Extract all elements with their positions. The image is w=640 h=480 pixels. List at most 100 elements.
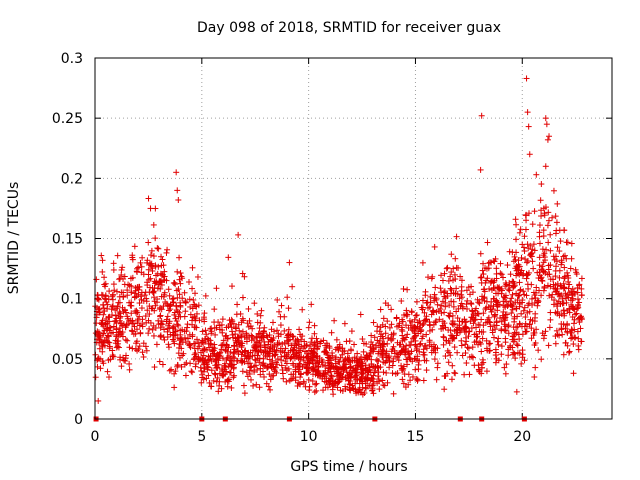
data-point [175, 322, 182, 329]
data-point [341, 357, 348, 364]
data-point [286, 259, 293, 266]
data-point [214, 364, 221, 371]
data-point [552, 213, 559, 220]
data-point [198, 379, 205, 386]
data-point [151, 284, 158, 291]
data-point [578, 275, 585, 282]
data-point [272, 351, 279, 358]
data-point [297, 371, 304, 378]
data-point [493, 265, 500, 272]
data-point [500, 308, 507, 315]
data-point [574, 296, 581, 303]
data-point [99, 257, 106, 264]
data-point [92, 351, 99, 358]
data-point [408, 348, 415, 355]
data-point [281, 313, 288, 320]
data-point [306, 383, 313, 390]
data-point [139, 316, 146, 323]
data-point [143, 259, 150, 266]
data-point [322, 384, 329, 391]
data-point [326, 380, 333, 387]
data-point [323, 349, 330, 356]
data-point [399, 328, 406, 335]
data-point [228, 384, 235, 391]
data-point [129, 328, 136, 335]
data-point [390, 331, 397, 338]
data-point [308, 339, 315, 346]
data-point [271, 346, 278, 353]
data-point [523, 75, 530, 82]
data-point [143, 347, 150, 354]
data-point [467, 318, 474, 325]
data-point [397, 341, 404, 348]
data-point [558, 325, 565, 332]
data-point [313, 346, 320, 353]
data-point [228, 358, 235, 365]
data-point [446, 349, 453, 356]
data-point [514, 323, 521, 330]
data-point [182, 299, 189, 306]
data-point [561, 264, 568, 271]
data-point [401, 336, 408, 343]
data-point [368, 360, 375, 367]
data-point [574, 328, 581, 335]
data-point [450, 265, 457, 272]
data-point [285, 365, 292, 372]
data-point [93, 320, 100, 327]
data-point [442, 324, 449, 331]
data-point [530, 265, 537, 272]
data-point [400, 380, 407, 387]
data-point [254, 334, 261, 341]
data-point [531, 342, 538, 349]
data-point [499, 312, 506, 319]
data-point [197, 364, 204, 371]
data-point [279, 370, 286, 377]
data-point [560, 280, 567, 287]
data-point [483, 277, 490, 284]
data-point [160, 276, 167, 283]
data-point [155, 321, 162, 328]
data-point [485, 265, 492, 272]
data-point [243, 334, 250, 341]
data-point [118, 271, 125, 278]
data-point [545, 239, 552, 246]
data-point [544, 282, 551, 289]
data-point [421, 309, 428, 316]
data-point [370, 372, 377, 379]
data-point [452, 255, 459, 262]
data-point [553, 227, 560, 234]
data-point [146, 311, 153, 318]
data-point [536, 269, 543, 276]
data-point [124, 315, 131, 322]
data-point [229, 331, 236, 338]
data-point [215, 388, 222, 395]
data-point [172, 315, 179, 322]
data-point [525, 245, 532, 252]
data-point [294, 382, 301, 389]
data-point [520, 307, 527, 314]
data-point [536, 262, 543, 269]
data-point [556, 274, 563, 281]
data-point [309, 356, 316, 363]
data-point [308, 348, 315, 355]
data-point [380, 315, 387, 322]
data-point [348, 328, 355, 335]
data-point [124, 292, 131, 299]
data-point [115, 312, 122, 319]
data-point [102, 292, 109, 299]
data-point [479, 364, 486, 371]
data-point [566, 281, 573, 288]
data-point [257, 371, 264, 378]
data-point [444, 264, 451, 271]
data-point [556, 248, 563, 255]
data-point [434, 364, 441, 371]
data-point [403, 307, 410, 314]
data-point [143, 295, 150, 302]
data-point [463, 360, 470, 367]
data-point [234, 301, 241, 308]
data-point [471, 362, 478, 369]
data-point [512, 265, 519, 272]
data-point [540, 259, 547, 266]
data-point [346, 338, 353, 345]
data-point [447, 310, 454, 317]
